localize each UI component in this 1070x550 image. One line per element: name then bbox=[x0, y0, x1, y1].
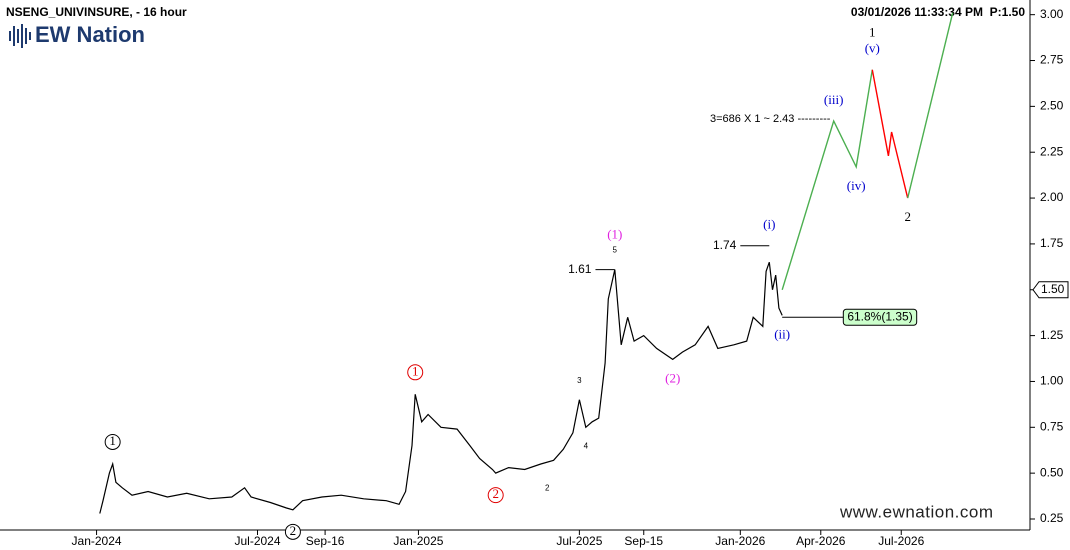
y-tick-label: 3.00 bbox=[1040, 7, 1064, 21]
wave-label: 2 bbox=[290, 523, 297, 538]
y-tick-label: 2.50 bbox=[1040, 99, 1064, 113]
y-tick-label: 1.25 bbox=[1040, 328, 1064, 342]
wave-circle bbox=[487, 487, 504, 504]
level-label: 61.8%(1.35) bbox=[847, 309, 912, 323]
wave-circle bbox=[104, 433, 121, 450]
price-line bbox=[871, 69, 909, 199]
wave-label: (ii) bbox=[774, 326, 790, 341]
y-tick-label: 2.00 bbox=[1040, 190, 1064, 204]
x-tick-label: Apr-2026 bbox=[796, 534, 846, 548]
wave-label: 5 bbox=[613, 246, 618, 255]
wave-label: 2 bbox=[492, 486, 499, 501]
level-label: 1.74 bbox=[713, 238, 737, 252]
level-label: 1.61 bbox=[568, 262, 592, 276]
x-tick-label: Sep-16 bbox=[306, 534, 345, 548]
website: www.ewnation.com bbox=[839, 502, 994, 521]
logo-icon bbox=[9, 24, 31, 48]
wave-label: (2) bbox=[665, 370, 680, 385]
price-line bbox=[99, 262, 783, 514]
price-line bbox=[907, 12, 954, 199]
y-tick-label: 1.00 bbox=[1040, 374, 1064, 388]
x-tick-label: Jul-2024 bbox=[234, 534, 280, 548]
target-note: 3=686 X 1 ~ 2.43 --------- bbox=[710, 113, 831, 125]
x-tick-label: Sep-15 bbox=[624, 534, 663, 548]
last-price-header: P:1.50 bbox=[990, 5, 1026, 19]
timestamp: 03/01/2026 11:33:34 PM bbox=[851, 5, 983, 19]
y-tick-label: 0.25 bbox=[1040, 511, 1064, 525]
wave-label: 4 bbox=[584, 441, 589, 450]
level-box bbox=[842, 308, 918, 326]
wave-label: (1) bbox=[607, 227, 622, 242]
wave-label: 2 bbox=[904, 209, 911, 224]
logo-text: EW Nation bbox=[35, 22, 145, 47]
y-tick-label: 2.25 bbox=[1040, 144, 1064, 158]
y-tick-label: 0.75 bbox=[1040, 419, 1064, 433]
symbol-title: NSENG_UNIVINSURE, - 16 hour bbox=[6, 5, 187, 19]
y-tick-label: 1.75 bbox=[1040, 236, 1064, 250]
last-price-label: 1.50 bbox=[1041, 282, 1065, 296]
wave-label: (iv) bbox=[847, 178, 866, 193]
x-tick-label: Jan-2024 bbox=[72, 534, 122, 548]
price-line bbox=[781, 69, 873, 291]
x-tick-label: Jul-2025 bbox=[556, 534, 602, 548]
last-price-box bbox=[1032, 281, 1069, 299]
y-tick-label: 2.75 bbox=[1040, 53, 1064, 67]
wave-label: (i) bbox=[763, 217, 775, 232]
wave-label: 1 bbox=[869, 25, 876, 40]
wave-label: (v) bbox=[865, 41, 880, 56]
x-tick-label: Jul-2026 bbox=[878, 534, 924, 548]
x-tick-label: Jan-2025 bbox=[393, 534, 443, 548]
wave-label: 1 bbox=[412, 363, 419, 378]
y-tick-label: 0.50 bbox=[1040, 465, 1064, 479]
wave-label: 3 bbox=[577, 376, 582, 385]
wave-label: (iii) bbox=[824, 92, 844, 107]
wave-circle bbox=[407, 364, 424, 381]
wave-label: 1 bbox=[109, 433, 116, 448]
x-tick-label: Jan-2026 bbox=[715, 534, 765, 548]
wave-circle bbox=[284, 523, 301, 540]
wave-label: 2 bbox=[545, 484, 550, 493]
